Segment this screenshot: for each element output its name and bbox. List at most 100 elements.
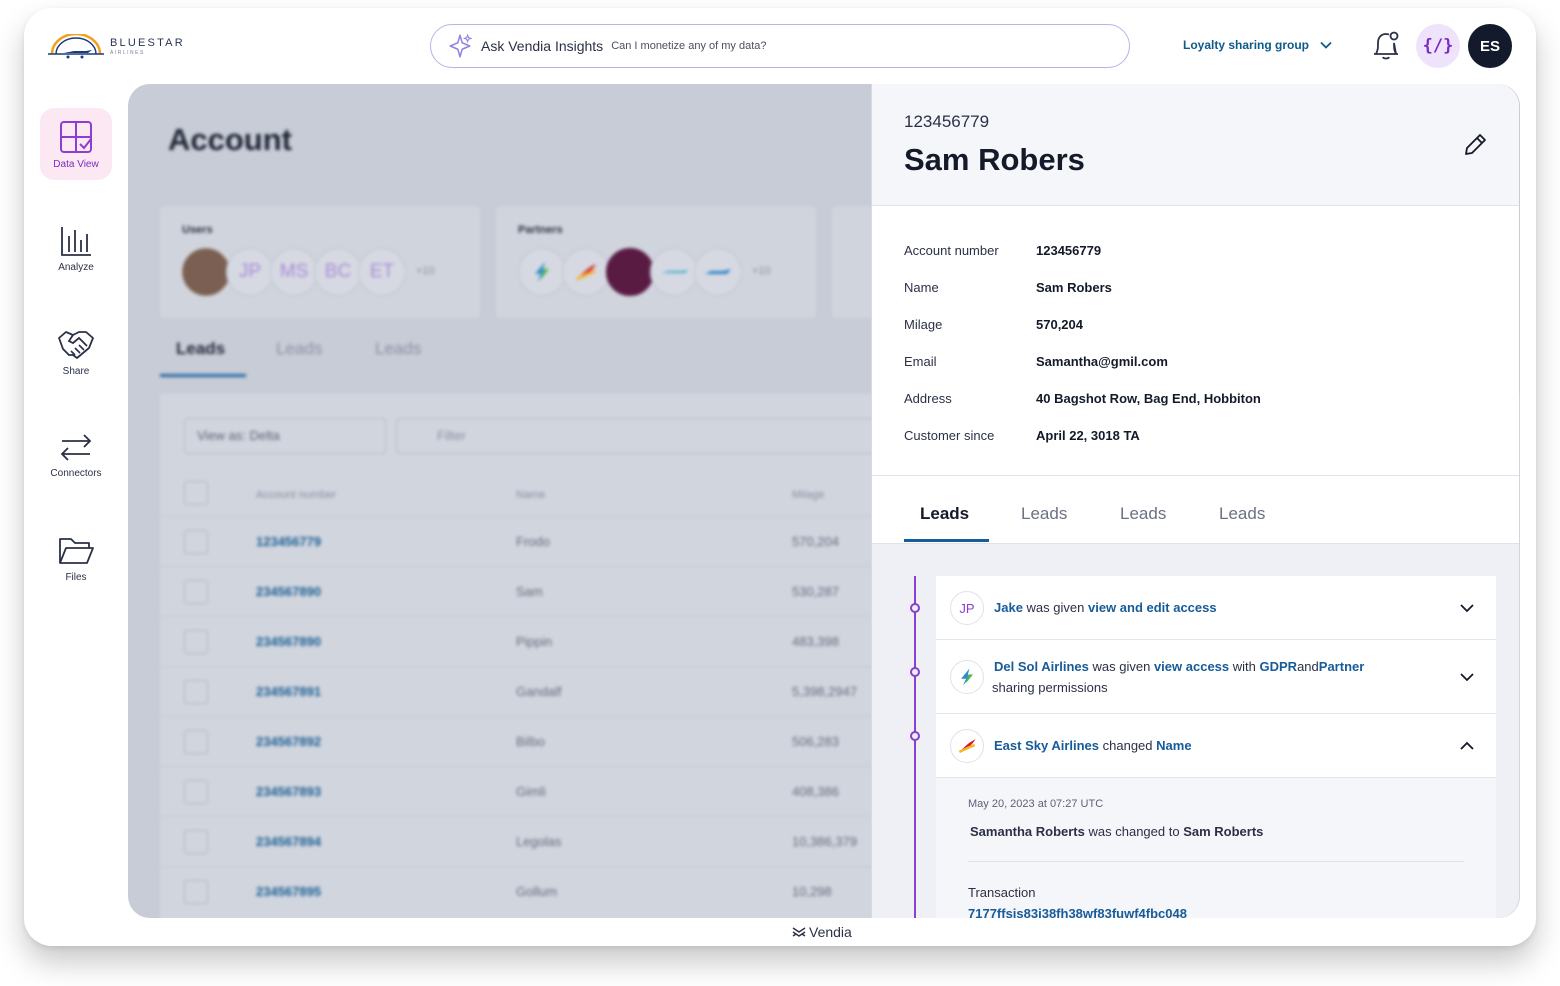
user-avatar-bc[interactable]: BC: [314, 248, 362, 296]
permission-link[interactable]: view and edit access: [1087, 600, 1217, 615]
row-name: Bilbo: [516, 734, 545, 749]
row-checkbox[interactable]: [184, 880, 208, 904]
user-avatar[interactable]: ES: [1468, 24, 1512, 68]
users-label: Users: [182, 224, 213, 236]
table-row[interactable]: 234567890 Sam 530,287: [160, 566, 1060, 616]
detail-tab-leads-1[interactable]: Leads: [920, 504, 970, 523]
activity-card[interactable]: Del Sol Airlines was given view access w…: [936, 640, 1496, 714]
arrows-exchange-icon: [60, 434, 92, 461]
detail-tab-leads-3[interactable]: Leads: [1120, 504, 1167, 523]
column-header-name[interactable]: Name: [516, 489, 546, 501]
partner-logo-purple[interactable]: [606, 248, 654, 296]
field-name: Name Sam Robers: [904, 280, 1112, 295]
activity-text: Jake was given view and edit access: [994, 597, 1217, 618]
activity-feed: JP Jake was given view and edit access D…: [872, 543, 1519, 918]
table-row[interactable]: 234567892 Bilbo 506,283: [160, 716, 1060, 766]
bluestar-logo[interactable]: BLUESTAR AIRLINES: [48, 34, 185, 60]
row-account[interactable]: 234567890: [256, 584, 322, 599]
user-avatar-jp[interactable]: JP: [226, 248, 274, 296]
actor-link[interactable]: East Sky Airlines: [994, 738, 1100, 753]
developer-code-button[interactable]: {/}: [1416, 24, 1460, 68]
sidebar-item-analyze[interactable]: Analyze: [40, 224, 112, 273]
row-checkbox[interactable]: [184, 830, 208, 854]
notification-bell-icon[interactable]: [1370, 28, 1402, 62]
transaction-label: Transaction: [968, 885, 1036, 900]
chevron-down-icon[interactable]: [1458, 599, 1476, 617]
user-photo-avatar[interactable]: [182, 248, 230, 296]
row-checkbox[interactable]: [184, 630, 208, 654]
row-checkbox[interactable]: [184, 680, 208, 704]
tab-leads-3[interactable]: Leads: [375, 339, 422, 358]
del-sol-airlines-logo-icon: [950, 660, 984, 694]
row-account[interactable]: 234567894: [256, 834, 322, 849]
detail-tab-leads-2[interactable]: Leads: [1021, 504, 1068, 523]
activity-card-expanded[interactable]: East Sky Airlines changed Name: [936, 714, 1496, 778]
scope-link-partner[interactable]: Partner: [1318, 659, 1365, 674]
row-checkbox[interactable]: [184, 780, 208, 804]
row-account[interactable]: 234567892: [256, 734, 322, 749]
activity-card[interactable]: JP Jake was given view and edit access: [936, 576, 1496, 640]
sidebar-item-connectors[interactable]: Connectors: [40, 430, 112, 479]
table-row[interactable]: 234567895 Gollum 10,298: [160, 866, 1060, 916]
sidebar-item-share[interactable]: Share: [40, 328, 112, 377]
table-row[interactable]: 123456779 Frodo 570,204: [160, 516, 1060, 566]
search-input[interactable]: [611, 40, 1032, 52]
tab-leads-1[interactable]: Leads: [176, 339, 226, 358]
row-account[interactable]: 234567895: [256, 884, 322, 899]
partner-logo-plane-b[interactable]: [694, 248, 742, 296]
tab-leads-2[interactable]: Leads: [276, 339, 323, 358]
partner-logo-plane-a[interactable]: [650, 248, 698, 296]
actor-link[interactable]: Del Sol Airlines: [994, 659, 1089, 674]
folder-icon: [59, 538, 94, 564]
row-milage: 530,287: [792, 584, 839, 599]
field-key: Milage: [904, 317, 943, 332]
row-milage: 5,398,2947: [792, 684, 858, 699]
east-sky-airlines-logo-icon: [950, 729, 984, 763]
column-header-account[interactable]: Account number: [256, 489, 337, 501]
permission-link[interactable]: view access: [1153, 659, 1230, 674]
column-header-milage[interactable]: Milage: [792, 489, 825, 501]
table-row[interactable]: 234567891 Gandalf 5,398,2947: [160, 666, 1060, 716]
scope-link-gdpr[interactable]: GDPR: [1259, 659, 1298, 674]
view-as-select[interactable]: View as: Delta: [184, 418, 386, 454]
row-name: Gandalf: [516, 684, 562, 699]
select-all-checkbox[interactable]: [184, 481, 208, 505]
field-value: 570,204: [1036, 317, 1083, 332]
field-value: Sam Robers: [1036, 280, 1112, 295]
detail-tab-leads-4[interactable]: Leads: [1219, 504, 1266, 523]
pencil-edit-icon[interactable]: [1462, 132, 1488, 158]
chevron-down-icon[interactable]: [1458, 668, 1476, 686]
row-checkbox[interactable]: [184, 530, 208, 554]
actor-link[interactable]: Jake: [994, 600, 1023, 615]
transaction-id-link[interactable]: 7177ffsjs83j38fh38wf83fuwf4fbc048: [968, 906, 1187, 918]
account-detail-panel: 123456779 Sam Robers Account number 12345…: [871, 84, 1519, 918]
chevron-down-icon: [1320, 41, 1332, 49]
sidebar-item-data-view[interactable]: Data View: [40, 108, 112, 180]
partner-logo-east-sky[interactable]: [562, 248, 610, 296]
table-row[interactable]: 234567893 Gimli 408,386: [160, 766, 1060, 816]
row-account[interactable]: 234567891: [256, 684, 322, 699]
row-account[interactable]: 234567893: [256, 784, 322, 799]
partner-logo-del-sol[interactable]: [518, 248, 566, 296]
field-link[interactable]: Name: [1156, 738, 1192, 753]
activity-suffix: sharing permissions: [992, 680, 1108, 695]
brand-name: BLUESTAR: [110, 37, 185, 49]
user-avatar-et[interactable]: ET: [358, 248, 406, 296]
group-select[interactable]: Loyalty sharing group: [1183, 38, 1333, 52]
row-account[interactable]: 123456779: [256, 534, 322, 549]
row-account[interactable]: 234567890: [256, 634, 322, 649]
chevron-up-icon[interactable]: [1458, 737, 1476, 755]
user-avatar-ms[interactable]: MS: [270, 248, 318, 296]
table-row[interactable]: 234567894 Legolas 10,386,379: [160, 816, 1060, 866]
insights-search[interactable]: Ask Vendia Insights: [430, 24, 1130, 68]
row-checkbox[interactable]: [184, 580, 208, 604]
activity-verb: changed: [1102, 738, 1153, 753]
table-row[interactable]: 234567890 Pippin 483,398: [160, 616, 1060, 666]
airplane-sunrise-icon: [48, 34, 104, 59]
brand-sub: AIRLINES: [110, 50, 145, 56]
row-checkbox[interactable]: [184, 730, 208, 754]
row-name: Gimli: [516, 784, 546, 799]
field-milage: Milage 570,204: [904, 317, 1083, 332]
row-name: Pippin: [516, 634, 553, 649]
sidebar-item-files[interactable]: Files: [40, 534, 112, 583]
